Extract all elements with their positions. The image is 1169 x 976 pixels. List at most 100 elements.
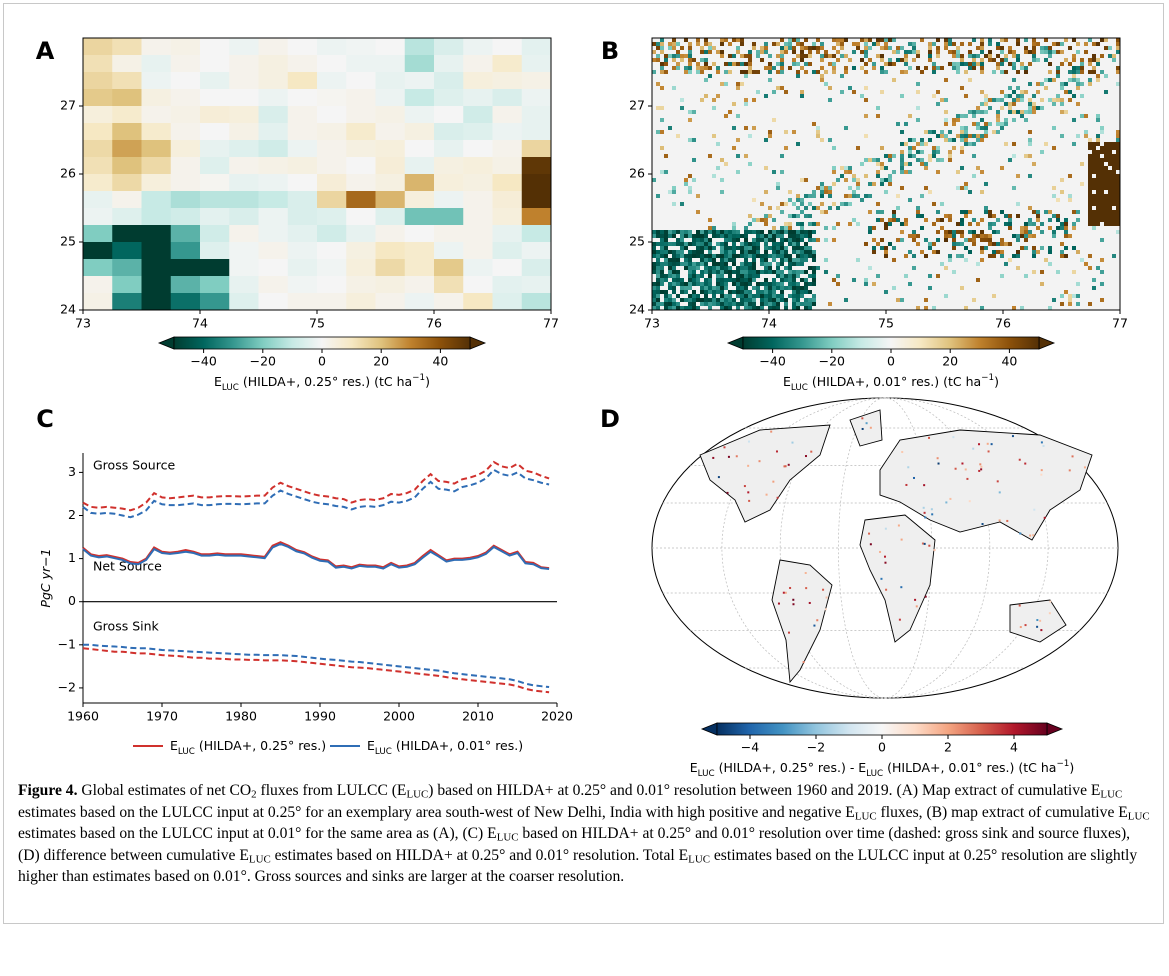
map-pixel (912, 146, 916, 150)
map-pixel (960, 134, 964, 138)
map-pixel (700, 290, 704, 294)
heatmap-cell (404, 293, 435, 311)
map-pixel (964, 114, 968, 118)
y-tick-label: 26 (629, 166, 645, 181)
map-pixel (1048, 50, 1052, 54)
map-pixel (660, 42, 664, 46)
map-pixel (764, 294, 768, 298)
map-pixel (880, 210, 884, 214)
text-run: LUC (406, 788, 429, 801)
map-pixel (1008, 94, 1012, 98)
map-pixel (884, 178, 888, 182)
map-pixel (1024, 154, 1028, 158)
map-pixel (748, 54, 752, 58)
map-pixel (820, 66, 824, 70)
map-pixel (784, 46, 788, 50)
map-pixel (912, 58, 916, 62)
map-pixel (772, 270, 776, 274)
map-pixel (688, 250, 692, 254)
map-pixel (680, 246, 684, 250)
map-pixel (680, 298, 684, 302)
map-pixel (772, 306, 776, 310)
map-pixel (976, 134, 980, 138)
map-pixel (796, 54, 800, 58)
map-pixel (860, 38, 864, 42)
map-pixel (720, 258, 724, 262)
map-pixel (744, 70, 748, 74)
map-pixel (1072, 66, 1076, 70)
map-pixel (892, 50, 896, 54)
map-pixel (1100, 150, 1104, 154)
map-pixel (1096, 182, 1100, 186)
map-pixel (780, 294, 784, 298)
map-pixel (930, 508, 933, 511)
map-pixel (1088, 158, 1092, 162)
heatmap-cell (287, 72, 318, 90)
map-pixel (1056, 66, 1060, 70)
map-pixel (816, 46, 820, 50)
map-pixel (968, 66, 972, 70)
map-pixel (988, 58, 992, 62)
map-pixel (1004, 118, 1008, 122)
heatmap-cell (346, 123, 376, 141)
map-pixel (776, 70, 780, 74)
map-pixel (708, 246, 712, 250)
heatmap-cell (200, 140, 230, 158)
text-run: LUC (791, 383, 808, 393)
map-pixel (1092, 218, 1096, 222)
map-pixel (924, 162, 928, 166)
map-pixel (784, 465, 787, 468)
map-pixel (1016, 174, 1020, 178)
map-pixel (684, 286, 688, 290)
map-pixel (1036, 90, 1040, 94)
map-pixel (732, 298, 736, 302)
map-pixel (783, 465, 786, 468)
map-pixel (736, 62, 740, 66)
map-pixel (720, 42, 724, 46)
map-pixel (704, 290, 708, 294)
map-pixel (1072, 222, 1076, 226)
x-tick-label: 2000 (383, 709, 415, 724)
map-pixel (708, 74, 712, 78)
map-pixel (724, 270, 728, 274)
heatmap-cell (521, 157, 552, 175)
heatmap-cell (83, 208, 113, 226)
map-pixel (998, 491, 1001, 494)
map-pixel (1076, 42, 1080, 46)
map-pixel (1072, 70, 1076, 74)
map-pixel (1024, 110, 1028, 114)
heatmap-cell (141, 89, 172, 107)
map-pixel (808, 202, 812, 206)
map-pixel (1104, 38, 1108, 42)
map-pixel (776, 186, 780, 190)
map-pixel (724, 234, 728, 238)
map-pixel (1104, 182, 1108, 186)
map-pixel (1008, 102, 1012, 106)
map-pixel (760, 302, 764, 306)
map-pixel (884, 46, 888, 50)
map-pixel (796, 294, 800, 298)
map-pixel (796, 274, 800, 278)
map-pixel (1100, 170, 1104, 174)
map-pixel (988, 38, 992, 42)
map-pixel (1116, 42, 1120, 46)
map-pixel (788, 226, 792, 230)
map-pixel (960, 242, 964, 246)
map-pixel (780, 290, 784, 294)
colorbar-tick-label: 20 (942, 354, 958, 369)
map-pixel (828, 194, 832, 198)
map-pixel (844, 38, 848, 42)
map-pixel (1000, 210, 1004, 214)
map-pixel (1100, 202, 1104, 206)
heatmap-cell (141, 157, 172, 175)
map-pixel (748, 278, 752, 282)
map-pixel (692, 110, 696, 114)
map-pixel (744, 250, 748, 254)
map-pixel (1028, 206, 1032, 210)
map-pixel (1064, 254, 1068, 258)
map-pixel (860, 94, 864, 98)
y-tick-label: 26 (60, 166, 76, 181)
map-pixel (896, 298, 900, 302)
map-pixel (828, 190, 832, 194)
heatmap-cell (83, 259, 113, 277)
